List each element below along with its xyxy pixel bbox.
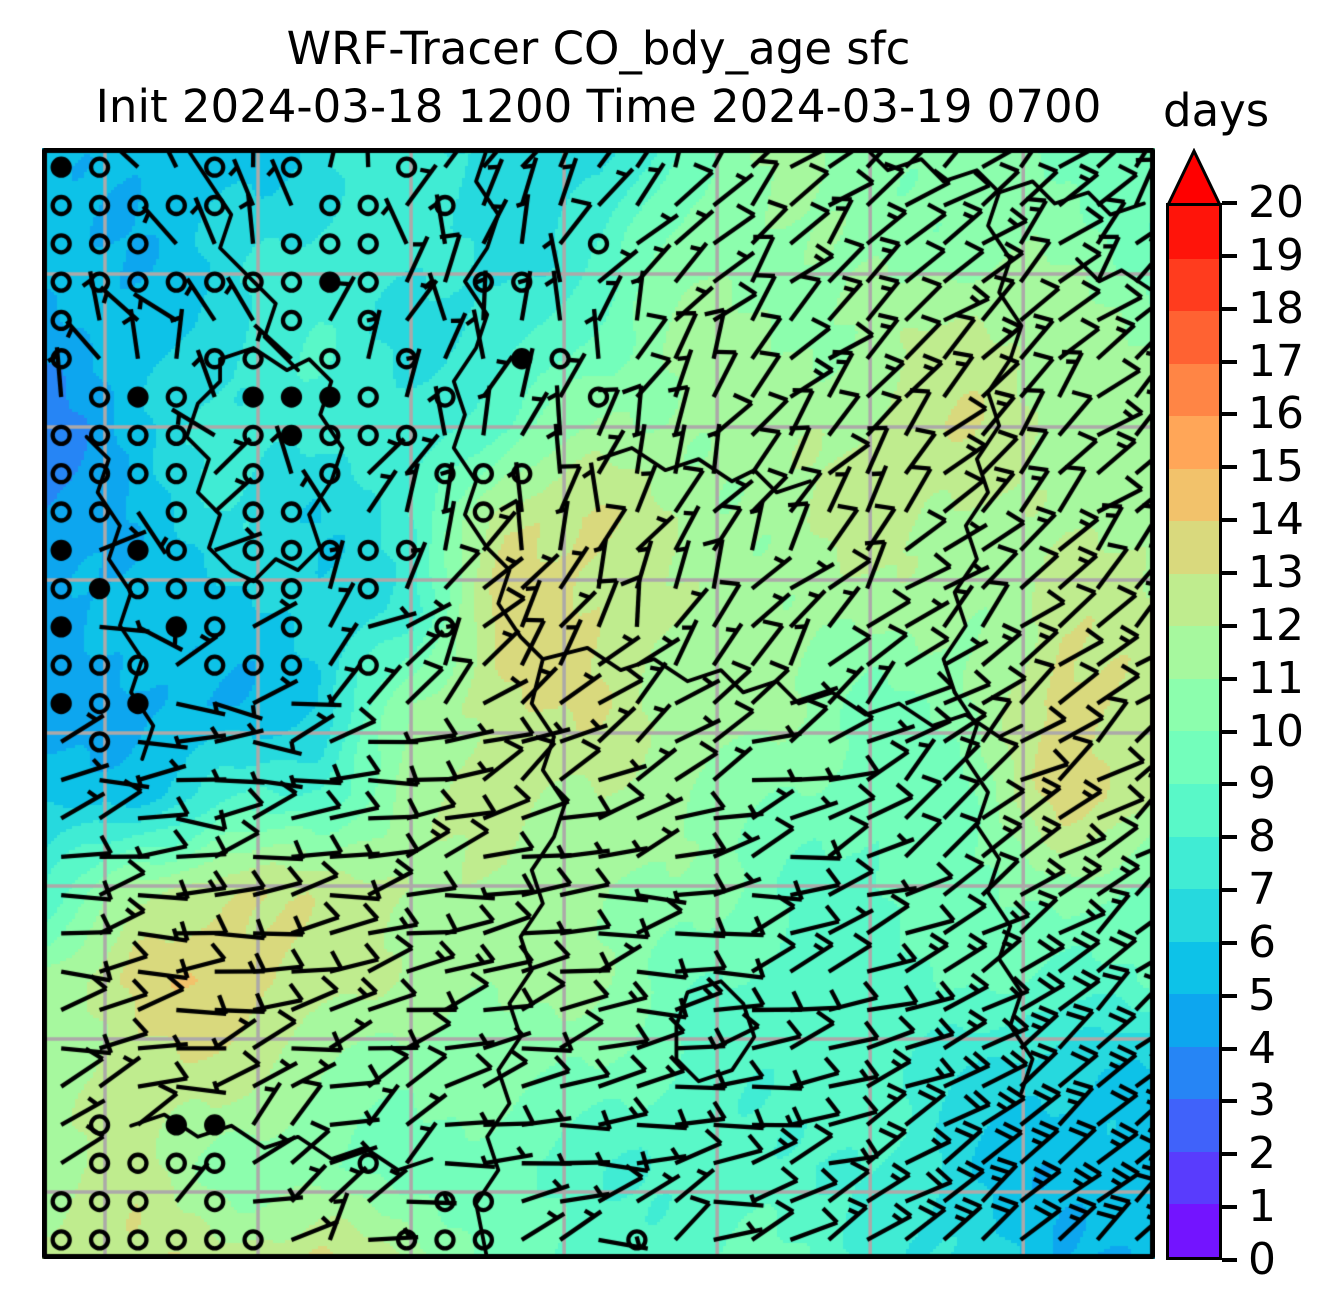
colorbar-tick-label: 0	[1248, 1234, 1276, 1285]
colorbar-tick-label: 19	[1248, 229, 1304, 281]
colorbar-tick	[1222, 1205, 1237, 1210]
colorbar-tick-label: 1	[1248, 1181, 1276, 1233]
colorbar-units-label: days	[1163, 84, 1270, 137]
colorbar-band	[1169, 678, 1219, 732]
colorbar-tick	[1222, 201, 1237, 205]
colorbar-tick-label: 4	[1248, 1022, 1276, 1074]
colorbar-tick-label: 17	[1248, 335, 1304, 387]
colorbar-tick-label: 20	[1248, 177, 1304, 228]
colorbar-tick	[1222, 676, 1237, 681]
colorbar-tick	[1222, 782, 1237, 787]
colorbar-band	[1169, 836, 1219, 890]
colorbar-band	[1169, 941, 1219, 995]
colorbar-tick-label: 16	[1248, 388, 1304, 440]
colorbar-band	[1169, 258, 1219, 312]
colorbar-tick-label: 14	[1248, 494, 1304, 546]
colorbar-tick	[1222, 359, 1237, 364]
colorbar-tick	[1222, 888, 1237, 893]
colorbar-band	[1169, 1046, 1219, 1100]
colorbar-tick	[1222, 253, 1237, 258]
colorbar-band	[1169, 206, 1219, 259]
colorbar-tick	[1222, 993, 1237, 998]
colorbar-tick	[1222, 570, 1237, 575]
colorbar-band	[1169, 1099, 1219, 1152]
colorbar-tick	[1222, 729, 1237, 734]
colorbar-band	[1169, 468, 1219, 522]
colorbar-tick-label: 2	[1248, 1128, 1276, 1180]
colorbar-band	[1169, 1204, 1219, 1257]
colorbar-tick-label: 9	[1248, 758, 1276, 810]
plot-title: WRF-Tracer CO_bdy_age sfc	[286, 22, 911, 75]
colorbar-tick	[1222, 1152, 1237, 1157]
colorbar-extend-arrow-icon	[1166, 148, 1222, 206]
tracer-map-plot	[42, 148, 1155, 1259]
colorbar-tick-label: 6	[1248, 916, 1276, 968]
colorbar-tick-label: 13	[1248, 546, 1304, 598]
colorbar-bands	[1166, 203, 1222, 1260]
colorbar-tick-label: 3	[1248, 1075, 1276, 1127]
colorbar-band	[1169, 994, 1219, 1047]
colorbar-tick	[1222, 518, 1237, 523]
colorbar-tick	[1222, 1046, 1237, 1051]
colorbar-tick	[1222, 412, 1237, 417]
colorbar-tick	[1222, 306, 1237, 311]
colorbar-tick-label: 12	[1248, 599, 1304, 651]
colorbar-tick	[1222, 465, 1237, 470]
colorbar-band	[1169, 311, 1219, 364]
colorbar-tick	[1222, 940, 1237, 945]
colorbar-band	[1169, 889, 1219, 942]
colorbar-band	[1169, 573, 1219, 627]
colorbar-band	[1169, 731, 1219, 785]
colorbar-tick	[1222, 1258, 1237, 1262]
colorbar-tick-label: 5	[1248, 969, 1276, 1021]
colorbar-tick-label: 11	[1248, 652, 1304, 704]
plot-subtitle: Init 2024-03-18 1200 Time 2024-03-19 070…	[95, 80, 1102, 133]
colorbar-band	[1169, 416, 1219, 469]
colorbar-band	[1169, 784, 1219, 837]
colorbar-tick	[1222, 623, 1237, 628]
colorbar-band	[1169, 1151, 1219, 1205]
colorbar: 0 1 2 3 4 5 6 7 8 9 10 11 12 13 14 15 16 17 18 19 20	[1166, 148, 1304, 1282]
colorbar-band	[1169, 363, 1219, 417]
colorbar-tick-label: 18	[1248, 282, 1304, 334]
colorbar-tick-label: 10	[1248, 705, 1304, 757]
colorbar-band	[1169, 626, 1219, 679]
colorbar-tick-label: 8	[1248, 811, 1276, 863]
colorbar-tick	[1222, 1099, 1237, 1104]
colorbar-band	[1169, 521, 1219, 574]
colorbar-tick	[1222, 835, 1237, 840]
colorbar-tick-label: 15	[1248, 441, 1304, 493]
colorbar-tick-label: 7	[1248, 864, 1276, 916]
